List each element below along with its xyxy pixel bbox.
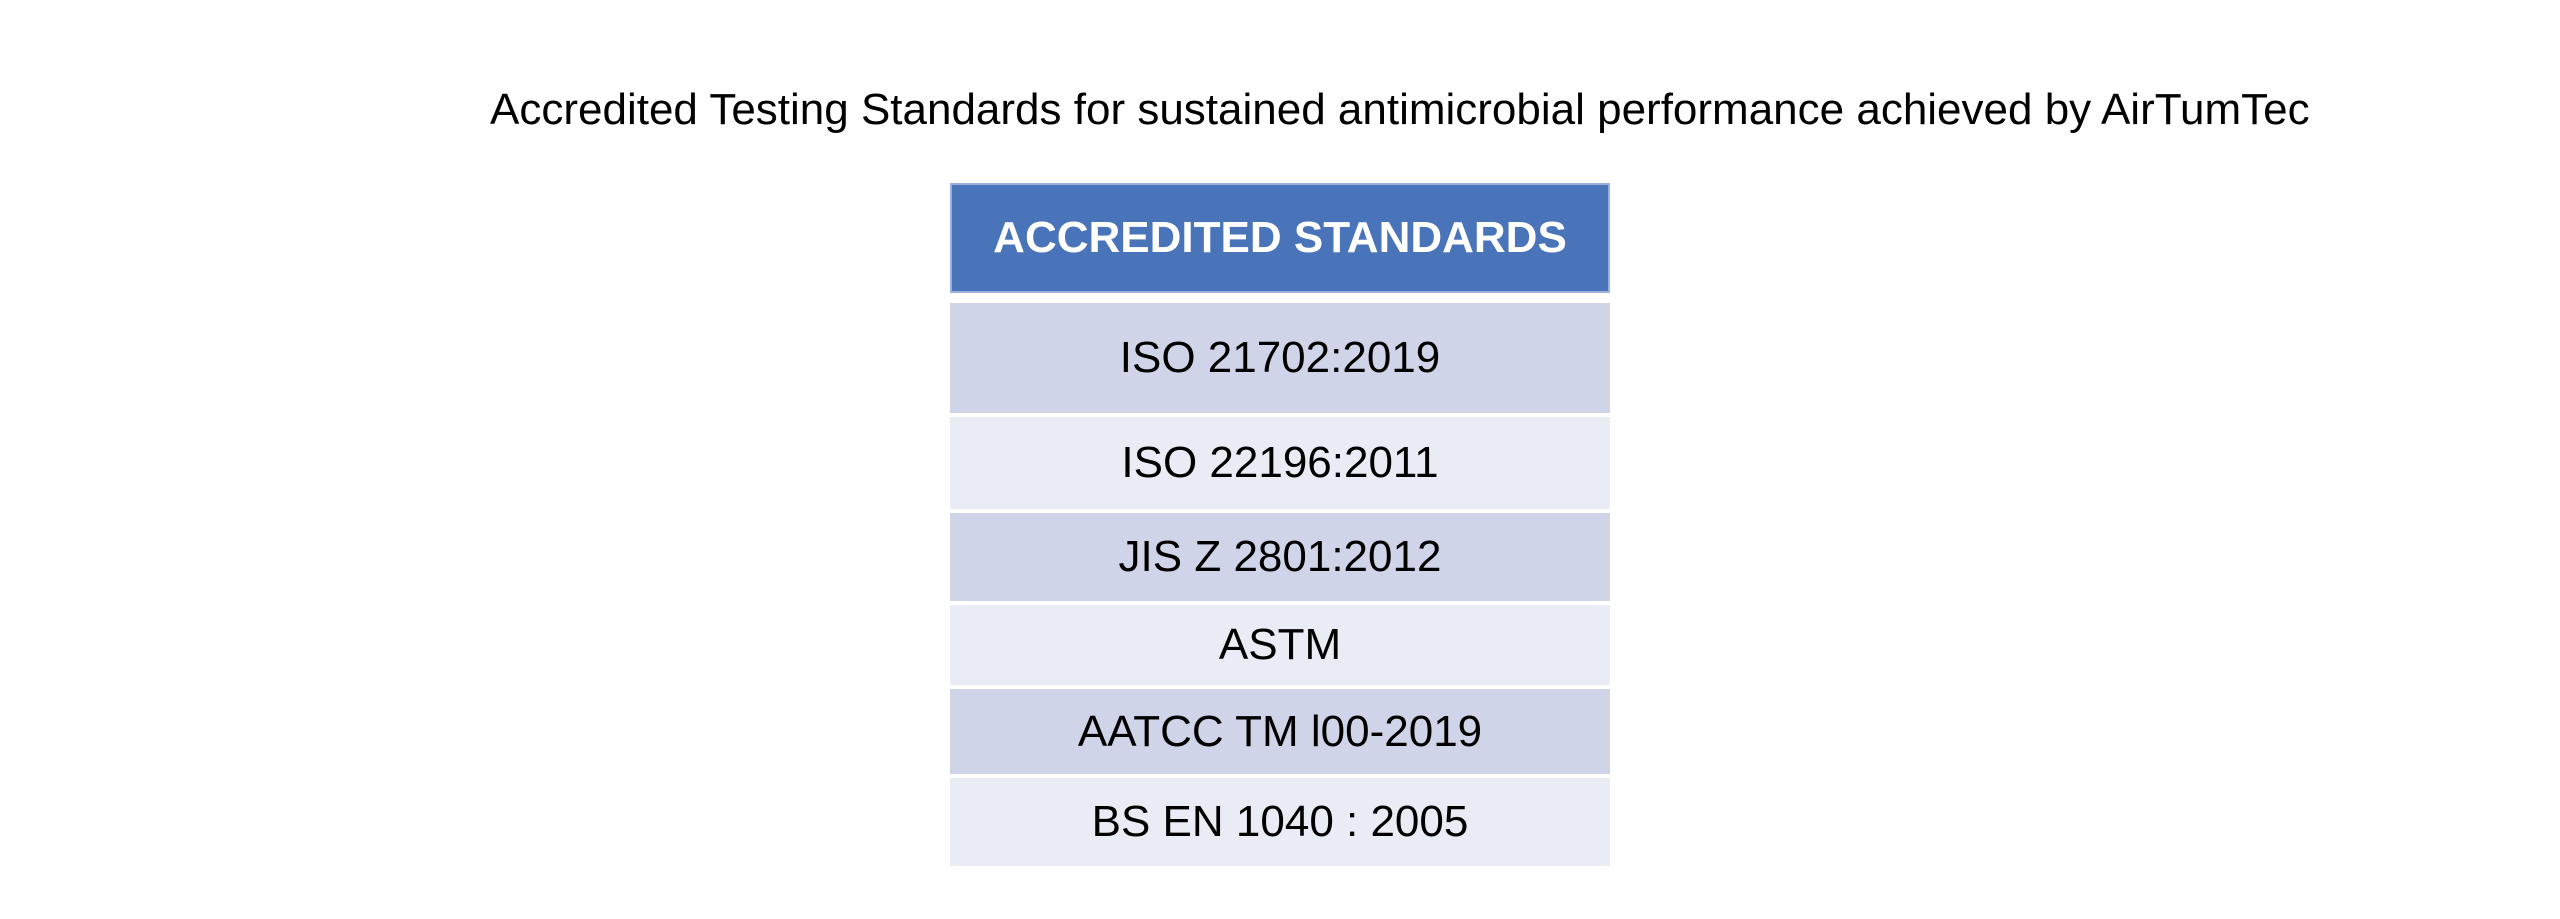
slide-title: Accredited Testing Standards for sustain… — [490, 85, 2310, 134]
table-row: AATCC TM l00-2019 — [950, 689, 1610, 774]
table-row: BS EN 1040 : 2005 — [950, 778, 1610, 866]
table-row: ISO 22196:2011 — [950, 417, 1610, 509]
table-header-cell: ACCREDITED STANDARDS — [950, 183, 1610, 293]
table-row: ASTM — [950, 605, 1610, 685]
table-row: ISO 21702:2019 — [950, 303, 1610, 413]
table-row: JIS Z 2801:2012 — [950, 513, 1610, 601]
accredited-standards-table: ACCREDITED STANDARDS ISO 21702:2019 ISO … — [950, 183, 1610, 866]
